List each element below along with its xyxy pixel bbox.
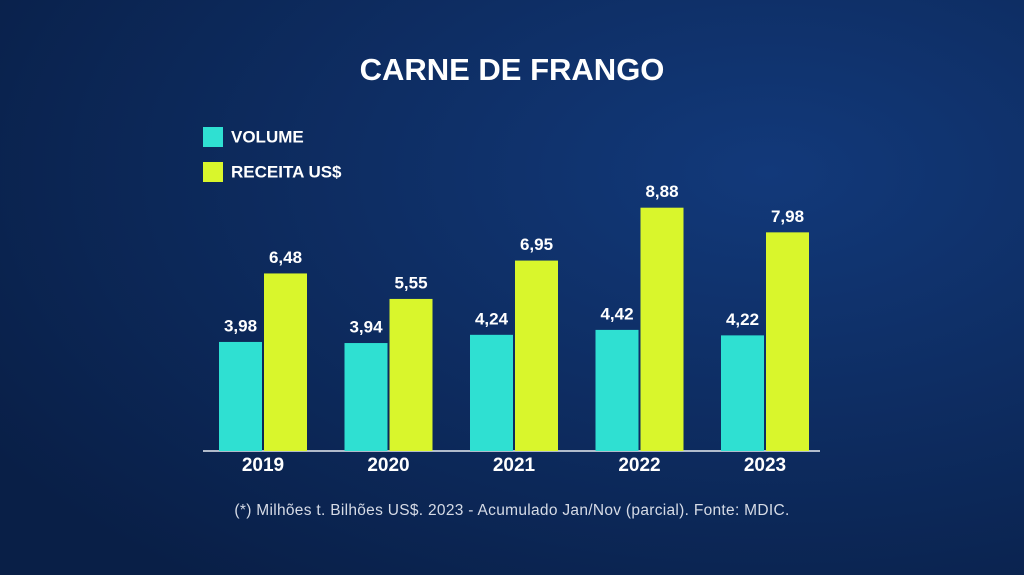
footnote: (*) Milhões t. Bilhões US$. 2023 - Acumu… [234,502,789,519]
legend-swatch [203,127,223,147]
bar [389,298,433,451]
legend-label: RECEITA US$ [231,162,342,181]
x-tick-label: 2022 [618,455,660,476]
bar [595,329,639,451]
legend-label: VOLUME [231,127,304,146]
value-label: 6,95 [520,235,553,254]
bar [470,334,513,451]
value-label: 4,22 [726,310,759,329]
chart-title: CARNE DE FRANGO [360,52,665,87]
x-tick-label: 2023 [744,455,786,476]
value-label: 3,94 [349,318,383,337]
bar [721,335,764,451]
bar [264,273,307,451]
value-label: 7,98 [771,207,804,226]
bar [515,260,558,451]
value-label: 4,42 [600,304,633,323]
value-label: 8,88 [645,182,678,201]
bar [766,232,809,451]
legend-swatch [203,162,223,182]
bar [640,207,684,451]
bar [344,343,388,451]
x-tick-label: 2021 [493,455,536,476]
value-label: 3,98 [224,316,257,335]
x-tick-label: 2020 [367,455,409,476]
value-label: 6,48 [269,248,302,267]
bar [219,341,262,451]
value-label: 5,55 [394,273,427,292]
value-label: 4,24 [475,309,509,328]
x-tick-label: 2019 [242,455,284,476]
